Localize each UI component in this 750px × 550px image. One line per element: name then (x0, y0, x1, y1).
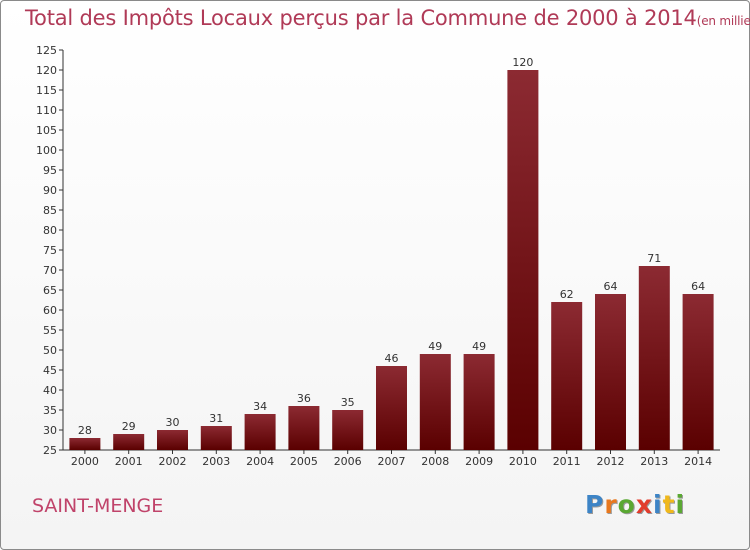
data-label: 120 (512, 56, 533, 69)
x-tick-label: 2000 (71, 455, 99, 468)
bar (507, 70, 539, 450)
x-tick-label: 2014 (684, 455, 712, 468)
y-tick-label: 65 (43, 284, 57, 297)
x-tick-label: 2013 (640, 455, 668, 468)
bar (595, 294, 626, 450)
y-tick-label: 120 (36, 64, 57, 77)
x-tick-label: 2007 (378, 455, 406, 468)
x-tick-label: 2011 (553, 455, 581, 468)
bar (157, 430, 188, 450)
x-tick-label: 2001 (115, 455, 143, 468)
chart-title: Total des Impôts Locaux perçus par la Co… (25, 6, 750, 30)
data-label: 31 (209, 412, 223, 425)
bars: 28 29 30 31 34 36 35 46 49 49 120 62 64 71 64 (69, 56, 714, 450)
proxiti-logo: Proxiti (585, 490, 685, 519)
y-tick-label: 25 (43, 444, 57, 457)
bar (113, 434, 145, 450)
x-tick-label: 2008 (421, 455, 449, 468)
y-tick-label: 110 (36, 104, 57, 117)
bar (376, 366, 407, 450)
y-axis: 25 30 35 40 45 50 55 60 65 70 75 80 85 90 95 100 105 110 1… (36, 44, 64, 457)
logo-letter: x (635, 490, 653, 519)
bar (332, 410, 364, 450)
logo-letter: r (604, 490, 618, 519)
x-axis: 2000 2001 2002 2003 2004 2005 2006 2007 2008 2009… (63, 449, 720, 468)
y-tick-label: 55 (43, 324, 57, 337)
x-tick-label: 2004 (246, 455, 274, 468)
y-tick-label: 60 (43, 304, 57, 317)
data-label: 34 (253, 400, 267, 413)
data-label: 62 (560, 288, 574, 301)
bar (638, 266, 670, 450)
bar (551, 302, 583, 450)
bar (244, 414, 276, 450)
x-tick-label: 2006 (334, 455, 362, 468)
commune-name: SAINT-MENGE (32, 495, 164, 517)
bar (69, 438, 101, 450)
y-tick-label: 30 (43, 424, 57, 437)
bar (200, 426, 232, 450)
bar (463, 354, 495, 450)
x-tick-label: 2003 (202, 455, 230, 468)
data-label: 28 (78, 424, 92, 437)
y-tick-label: 115 (36, 84, 57, 97)
y-tick-label: 90 (43, 184, 57, 197)
chart-title-main: Total des Impôts Locaux perçus par la Co… (25, 6, 697, 30)
data-label: 46 (385, 352, 399, 365)
x-tick-label: 2005 (290, 455, 318, 468)
logo-letter: P (585, 490, 605, 519)
y-tick-label: 45 (43, 364, 57, 377)
logo-letter: t (662, 490, 676, 519)
data-label: 49 (428, 340, 442, 353)
logo-letter: i (653, 490, 663, 519)
y-tick-label: 70 (43, 264, 57, 277)
y-tick-label: 35 (43, 404, 57, 417)
data-label: 30 (166, 416, 180, 429)
x-tick-label: 2012 (597, 455, 625, 468)
y-tick-label: 100 (36, 144, 57, 157)
y-tick-label: 105 (36, 124, 57, 137)
logo-letter: i (675, 490, 686, 519)
bar (288, 406, 320, 450)
data-label: 64 (691, 280, 705, 293)
data-label: 36 (297, 392, 311, 405)
data-label: 49 (472, 340, 486, 353)
y-tick-label: 50 (43, 344, 57, 357)
y-tick-label: 40 (43, 384, 57, 397)
bar (419, 354, 451, 450)
data-label: 29 (122, 420, 136, 433)
y-tick-label: 95 (43, 164, 57, 177)
data-label: 64 (604, 280, 618, 293)
x-tick-label: 2010 (509, 455, 537, 468)
x-tick-label: 2002 (159, 455, 187, 468)
bar (682, 294, 714, 450)
y-tick-label: 75 (43, 244, 57, 257)
logo-letter: o (617, 490, 636, 519)
x-tick-label: 2009 (465, 455, 493, 468)
data-label: 35 (341, 396, 355, 409)
y-tick-label: 125 (36, 44, 57, 57)
y-tick-label: 80 (43, 224, 57, 237)
y-tick-label: 85 (43, 204, 57, 217)
chart-subtitle: (en milliers d'€) (696, 14, 750, 28)
data-label: 71 (647, 252, 661, 265)
